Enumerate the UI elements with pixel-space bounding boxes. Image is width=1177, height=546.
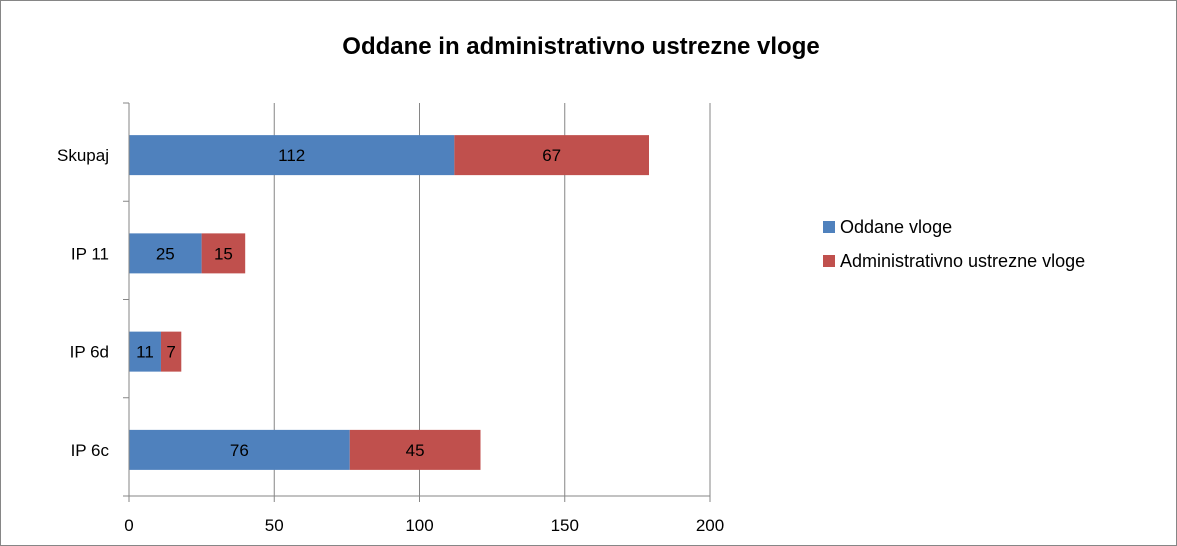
chart-title: Oddane in administrativno ustrezne vloge bbox=[342, 33, 819, 60]
bar-ustrezne bbox=[160, 331, 182, 372]
bar-oddane bbox=[129, 331, 161, 372]
legend-swatch bbox=[823, 255, 835, 267]
bar-data-label: 112 bbox=[278, 146, 305, 165]
bar-oddane bbox=[129, 233, 202, 274]
x-tick-label: 200 bbox=[696, 516, 724, 535]
bar-data-label: 11 bbox=[136, 343, 154, 362]
x-tick-label: 100 bbox=[405, 516, 433, 535]
legend-label: Administrativno ustrezne vloge bbox=[840, 251, 1085, 271]
y-category-label: IP 6c bbox=[71, 441, 110, 460]
legend-swatch bbox=[823, 221, 835, 233]
legend: Oddane vloge Administrativno ustrezne vlo… bbox=[823, 217, 1085, 271]
bar-ustrezne bbox=[349, 429, 481, 470]
bar-ustrezne bbox=[454, 135, 649, 176]
bar-data-label: 67 bbox=[542, 146, 561, 165]
y-category-label: Skupaj bbox=[57, 146, 109, 165]
bar-oddane bbox=[129, 135, 455, 176]
x-tick-label: 0 bbox=[124, 516, 133, 535]
y-category-label: IP 6d bbox=[70, 343, 109, 362]
legend-label: Oddane vloge bbox=[840, 217, 952, 237]
bar-data-label: 45 bbox=[406, 441, 425, 460]
bar-data-label: 15 bbox=[214, 244, 233, 263]
axes: 0 50 100 150 200 Skupaj IP 11 IP 6d IP 6c bbox=[57, 102, 724, 535]
bar-data-label: 76 bbox=[230, 441, 249, 460]
bar-data-label: 7 bbox=[166, 343, 175, 362]
x-tick-label: 150 bbox=[551, 516, 579, 535]
bar-ustrezne bbox=[201, 233, 246, 274]
bar-oddane bbox=[129, 429, 350, 470]
y-category-label: IP 11 bbox=[71, 244, 109, 263]
bars: 112 67 25 15 11 7 76 45 bbox=[129, 135, 649, 470]
bar-data-label: 25 bbox=[156, 244, 175, 263]
x-tick-label: 50 bbox=[265, 516, 284, 535]
